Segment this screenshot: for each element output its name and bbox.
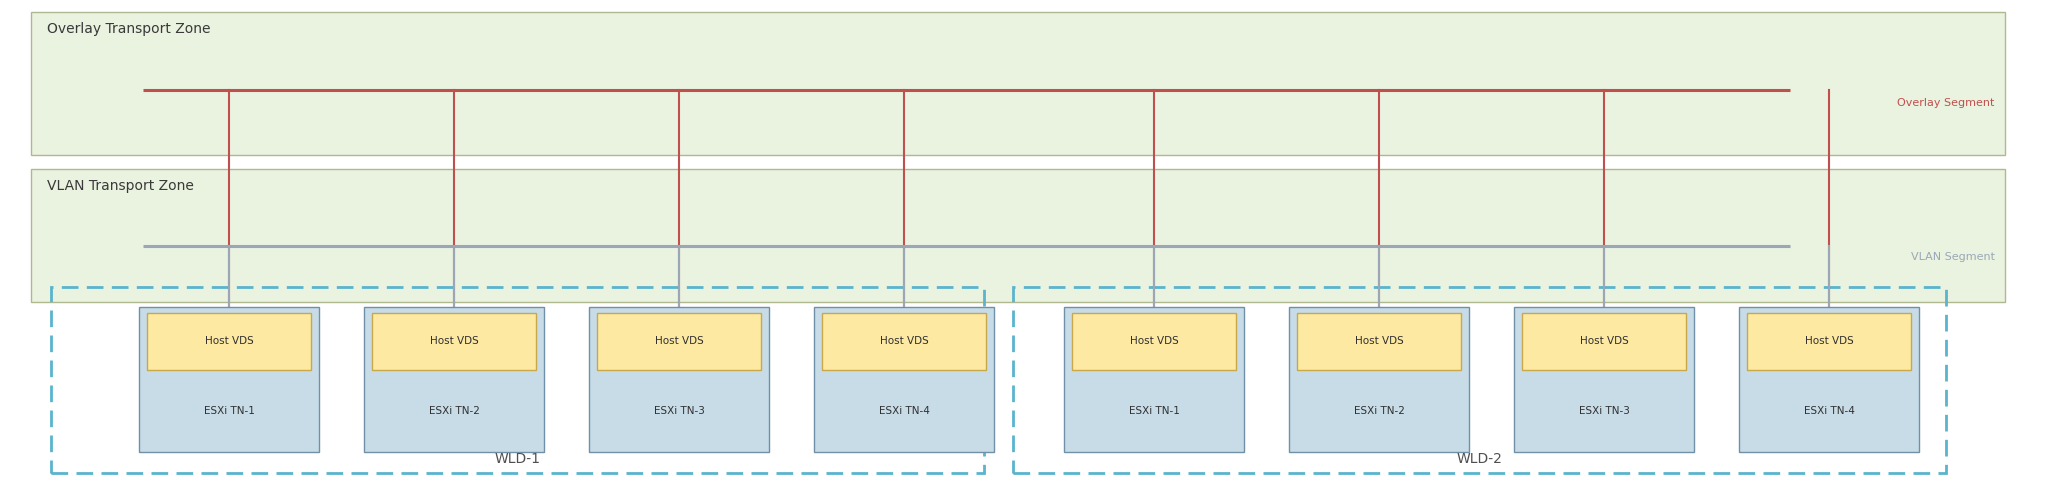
FancyBboxPatch shape <box>1072 313 1236 370</box>
Text: Host VDS: Host VDS <box>430 337 479 346</box>
FancyBboxPatch shape <box>139 307 319 452</box>
Text: Host VDS: Host VDS <box>655 337 704 346</box>
Text: Host VDS: Host VDS <box>1580 337 1629 346</box>
Text: WLD-2: WLD-2 <box>1457 452 1502 466</box>
FancyBboxPatch shape <box>1064 307 1244 452</box>
FancyBboxPatch shape <box>1739 307 1919 452</box>
Text: ESXi TN-4: ESXi TN-4 <box>1805 406 1854 416</box>
FancyBboxPatch shape <box>372 313 536 370</box>
Text: Host VDS: Host VDS <box>880 337 929 346</box>
Text: ESXi TN-2: ESXi TN-2 <box>430 406 479 416</box>
Text: Host VDS: Host VDS <box>205 337 254 346</box>
Text: VLAN Transport Zone: VLAN Transport Zone <box>47 179 194 193</box>
Text: Overlay Segment: Overlay Segment <box>1897 98 1995 108</box>
FancyBboxPatch shape <box>1514 307 1694 452</box>
FancyBboxPatch shape <box>364 307 544 452</box>
Text: ESXi TN-3: ESXi TN-3 <box>1580 406 1629 416</box>
Text: WLD-1: WLD-1 <box>495 452 540 466</box>
FancyBboxPatch shape <box>31 169 2005 302</box>
Text: ESXi TN-3: ESXi TN-3 <box>655 406 704 416</box>
FancyBboxPatch shape <box>1297 313 1461 370</box>
FancyBboxPatch shape <box>1747 313 1911 370</box>
Text: Overlay Transport Zone: Overlay Transport Zone <box>47 22 211 36</box>
FancyBboxPatch shape <box>814 307 994 452</box>
FancyBboxPatch shape <box>31 12 2005 155</box>
Text: ESXi TN-1: ESXi TN-1 <box>205 406 254 416</box>
FancyBboxPatch shape <box>822 313 986 370</box>
FancyBboxPatch shape <box>147 313 311 370</box>
FancyBboxPatch shape <box>597 313 761 370</box>
Text: ESXi TN-2: ESXi TN-2 <box>1354 406 1404 416</box>
FancyBboxPatch shape <box>1522 313 1686 370</box>
Text: Host VDS: Host VDS <box>1129 337 1178 346</box>
Text: Host VDS: Host VDS <box>1354 337 1404 346</box>
FancyBboxPatch shape <box>589 307 769 452</box>
Text: ESXi TN-4: ESXi TN-4 <box>880 406 929 416</box>
Text: Host VDS: Host VDS <box>1805 337 1854 346</box>
Text: ESXi TN-1: ESXi TN-1 <box>1129 406 1178 416</box>
Text: VLAN Segment: VLAN Segment <box>1911 252 1995 262</box>
FancyBboxPatch shape <box>1289 307 1469 452</box>
